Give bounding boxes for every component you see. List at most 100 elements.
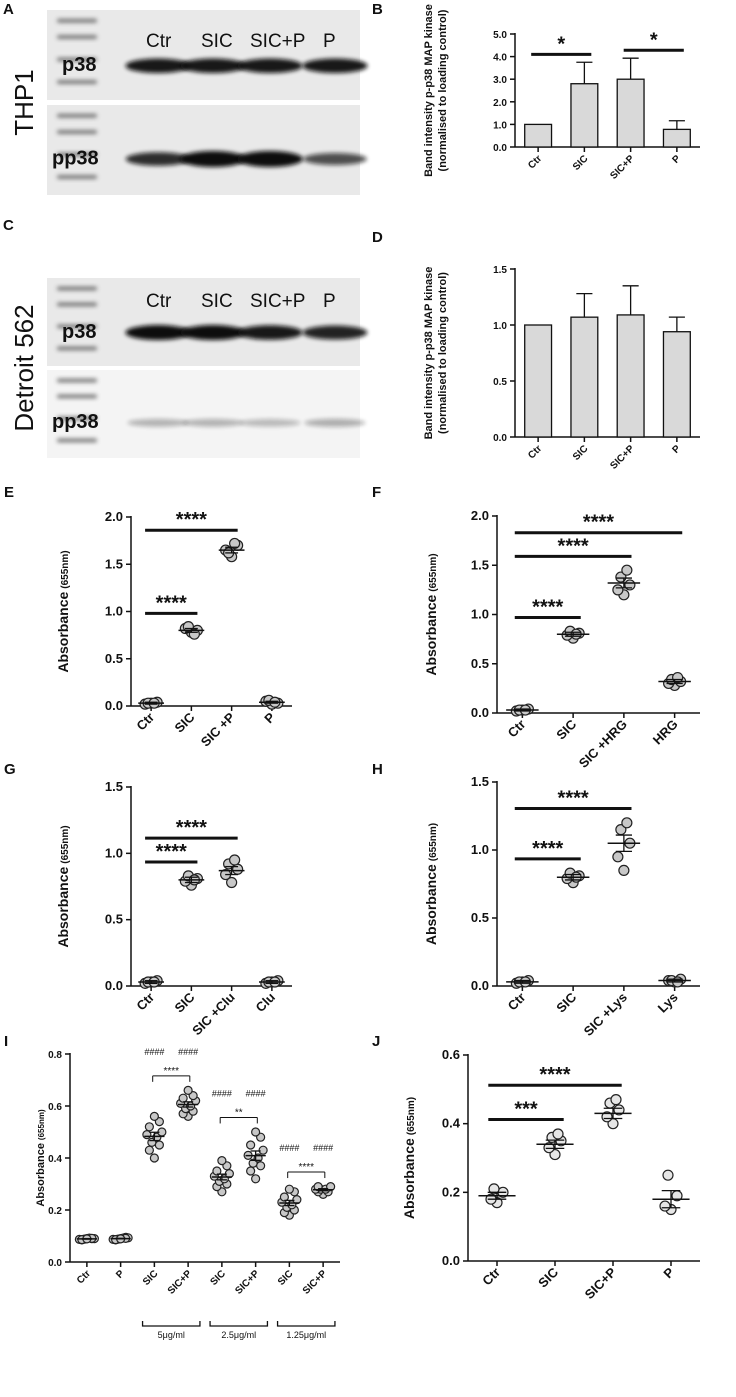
- data-point: [284, 1184, 294, 1194]
- data-point: [613, 1104, 625, 1116]
- x-tick-label: Ctr: [479, 1265, 503, 1289]
- data-point: [217, 1155, 227, 1166]
- membrane: [47, 105, 360, 195]
- y-tick-label: 0.4: [442, 1116, 461, 1131]
- significance-label: ****: [298, 1162, 314, 1173]
- data-point: [251, 1174, 261, 1184]
- y-tick-label: 0.5: [471, 910, 489, 925]
- significance-label: ****: [558, 788, 589, 810]
- bar: [524, 123, 553, 148]
- y-tick-label: 1.5: [471, 557, 489, 572]
- x-tick-label: SIC: [141, 1268, 161, 1288]
- x-tick-label: SIC: [276, 1268, 296, 1288]
- protein-band: [125, 152, 191, 166]
- panel-letter: F: [372, 484, 381, 501]
- x-tick-label: P: [114, 1268, 127, 1281]
- x-tick-label: SIC: [172, 709, 198, 735]
- group-bracket: [141, 1321, 201, 1327]
- ladder-band: [57, 152, 97, 157]
- data-point: [552, 1128, 564, 1140]
- y-axis-label-main: Absorbance: [423, 864, 439, 945]
- significance-label: *: [557, 33, 565, 55]
- data-point: [246, 1166, 256, 1176]
- y-axis-label-main: Absorbance: [55, 867, 71, 948]
- y-tick-label: 0.0: [105, 698, 123, 713]
- y-tick-label: 0.8: [48, 1050, 62, 1061]
- significance-label: **: [235, 1107, 243, 1118]
- significance-label: ****: [532, 838, 563, 860]
- y-axis-label: (normalised to loading control): [437, 9, 449, 171]
- x-tick-label: SIC +HRG: [576, 717, 630, 771]
- lane-label: SIC+P: [250, 31, 305, 52]
- protein-band: [125, 58, 191, 74]
- data-point: [229, 537, 241, 550]
- protein-band: [182, 418, 244, 427]
- significance-label: ***: [514, 1099, 538, 1121]
- ladder-band: [57, 416, 97, 421]
- significance-label: ****: [539, 1064, 570, 1086]
- y-tick-label: 0.5: [493, 377, 507, 388]
- bar: [616, 314, 645, 438]
- data-point: [178, 1093, 188, 1103]
- y-axis-label: Absorbance (655nm): [423, 553, 439, 675]
- y-tick-label: 0.2: [48, 1206, 62, 1217]
- lane-label: SIC+P: [250, 291, 305, 312]
- data-point: [621, 564, 633, 576]
- y-tick-label: 1.0: [471, 842, 489, 857]
- data-point: [659, 1200, 671, 1212]
- data-point: [662, 1169, 674, 1181]
- group-label: 1.25μg/ml: [286, 1330, 326, 1340]
- panel-letter: G: [4, 761, 16, 778]
- protein-band: [237, 151, 303, 167]
- data-point: [226, 876, 238, 889]
- x-tick-label: P: [671, 153, 684, 166]
- annotation: ####: [144, 1047, 164, 1057]
- y-tick-label: 1.0: [105, 604, 123, 619]
- y-tick-label: 0.0: [48, 1258, 62, 1269]
- data-point: [612, 584, 624, 596]
- protein-band: [302, 58, 368, 74]
- bar: [570, 316, 599, 438]
- group-label: 2.5μg/ml: [221, 1330, 256, 1340]
- y-tick-label: 0.0: [493, 143, 507, 154]
- x-tick-label: SIC+P: [608, 153, 637, 182]
- lane-label: P: [323, 31, 336, 52]
- y-tick-label: 0.0: [105, 978, 123, 993]
- panel-letter: C: [3, 217, 14, 234]
- ladder-band: [57, 175, 97, 179]
- y-axis-label: Band intensity p-p38 MAP kinase: [423, 4, 435, 177]
- x-tick-label: SIC: [208, 1268, 228, 1288]
- significance-label: ****: [163, 1066, 179, 1077]
- data-point: [610, 1094, 622, 1106]
- lane-label: Ctr: [146, 31, 172, 52]
- ladder-band: [57, 302, 97, 307]
- data-point: [246, 1140, 256, 1150]
- data-point: [488, 1183, 500, 1195]
- y-tick-label: 1.0: [493, 321, 507, 332]
- data-point: [543, 1142, 555, 1154]
- data-point: [601, 1111, 613, 1123]
- row-label: p38: [62, 54, 96, 76]
- annotation: ####: [212, 1089, 232, 1099]
- x-tick-label: SIC+P: [166, 1268, 195, 1297]
- ladder-band: [57, 378, 97, 383]
- data-point: [232, 863, 244, 875]
- data-point: [326, 1181, 336, 1192]
- panel-letter: J: [372, 1033, 380, 1050]
- panel-letter: B: [372, 1, 383, 18]
- significance-label: ****: [176, 509, 207, 531]
- x-tick-label: Ctr: [75, 1268, 93, 1286]
- x-tick-label: SIC: [571, 443, 591, 463]
- ladder-band: [57, 80, 97, 84]
- lane-label: P: [323, 291, 336, 312]
- ladder-band: [57, 438, 97, 443]
- data-point: [612, 851, 624, 863]
- lane-label: SIC: [201, 291, 233, 312]
- protein-band: [180, 325, 246, 341]
- protein-band: [302, 325, 368, 340]
- x-tick-label: Ctr: [505, 990, 529, 1014]
- significance-label: ****: [156, 841, 187, 863]
- x-tick-label: SIC+P: [608, 443, 637, 472]
- y-tick-label: 0.0: [471, 705, 489, 720]
